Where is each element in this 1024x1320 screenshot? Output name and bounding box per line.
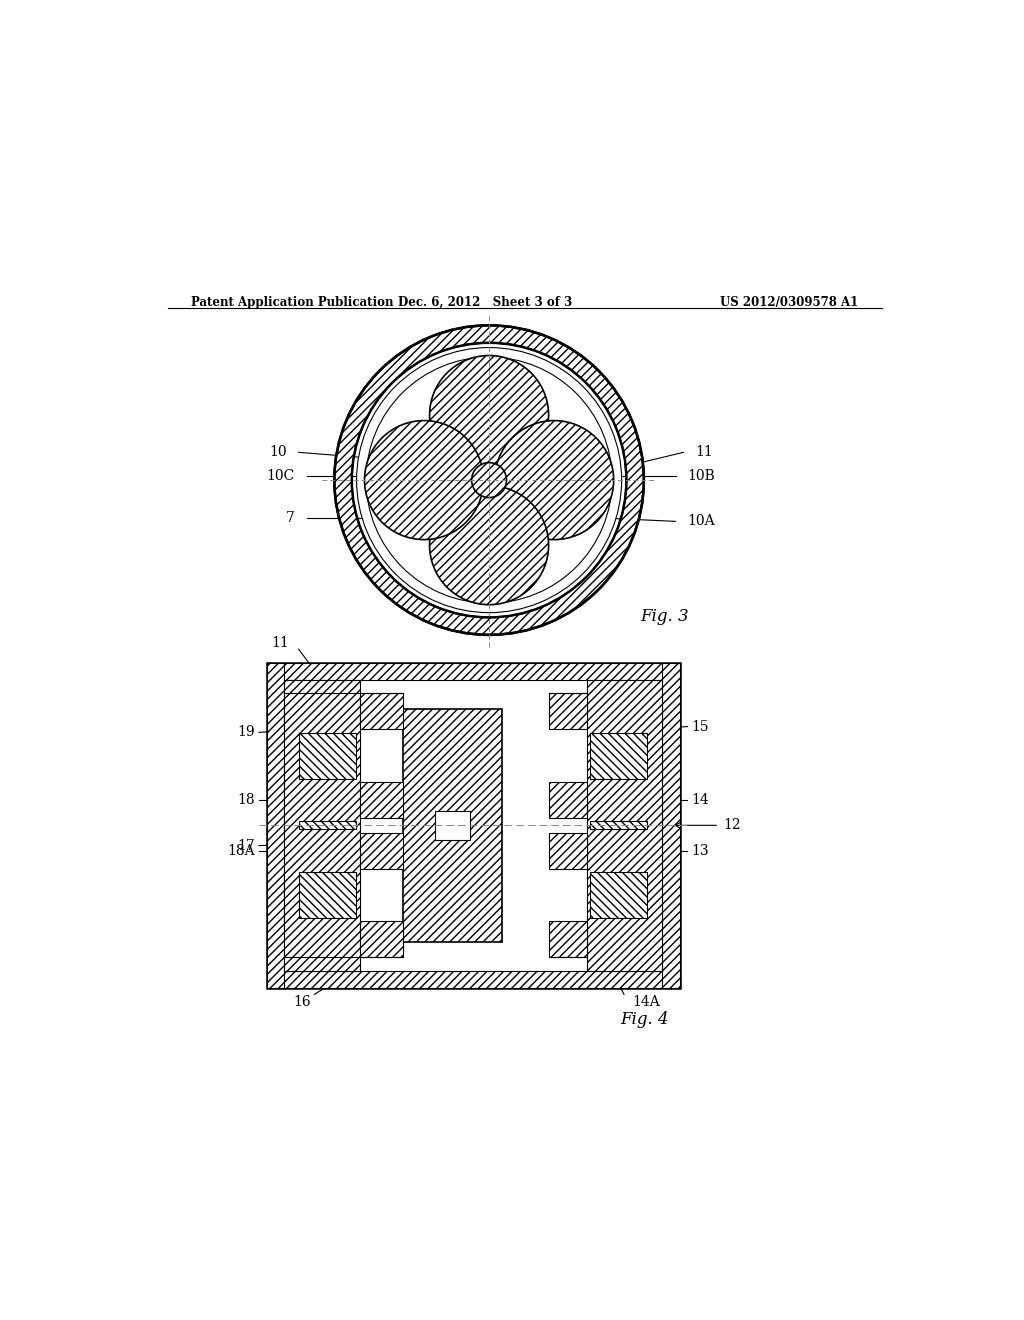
Bar (587, 680, 663, 970)
Bar (549, 833, 587, 869)
Bar (590, 873, 647, 917)
Text: 10A: 10A (687, 515, 715, 528)
Bar (359, 693, 403, 730)
Bar (299, 821, 356, 829)
Text: 14: 14 (691, 793, 710, 807)
Text: 19: 19 (238, 726, 255, 739)
Circle shape (430, 355, 549, 475)
Bar (267, 663, 680, 987)
Text: 17: 17 (238, 838, 255, 853)
Text: 7: 7 (286, 511, 295, 525)
Text: Dec. 6, 2012   Sheet 3 of 3: Dec. 6, 2012 Sheet 3 of 3 (398, 296, 572, 309)
Bar (403, 709, 502, 941)
Circle shape (367, 358, 612, 603)
Bar (267, 970, 680, 987)
Bar (549, 781, 587, 818)
Text: 10: 10 (269, 445, 287, 459)
Text: 10B: 10B (687, 469, 715, 483)
Bar (299, 733, 356, 779)
Text: 12: 12 (723, 818, 740, 833)
Text: 15: 15 (691, 719, 709, 734)
Text: 18A: 18A (227, 843, 255, 858)
Bar (267, 663, 680, 680)
Text: 16: 16 (293, 995, 310, 1010)
Circle shape (430, 486, 549, 605)
Circle shape (472, 462, 507, 498)
Text: 10C: 10C (266, 469, 295, 483)
Text: 18: 18 (238, 793, 255, 807)
Text: 14A: 14A (632, 995, 659, 1010)
Text: Fig. 3: Fig. 3 (640, 609, 688, 626)
Bar (590, 821, 647, 829)
Bar (590, 733, 647, 779)
Text: Fig. 4: Fig. 4 (620, 1011, 669, 1028)
Wedge shape (334, 325, 644, 635)
Bar (359, 781, 403, 818)
Text: 11: 11 (695, 445, 713, 459)
Text: 13: 13 (691, 843, 709, 858)
Circle shape (365, 421, 483, 540)
Bar (359, 833, 403, 869)
Text: US 2012/0309578 A1: US 2012/0309578 A1 (720, 296, 858, 309)
Bar (549, 693, 587, 730)
Bar (359, 921, 403, 957)
Bar (435, 810, 470, 840)
Bar (299, 873, 356, 917)
Text: Patent Application Publication: Patent Application Publication (191, 296, 394, 309)
Text: 11: 11 (271, 636, 289, 649)
Bar (285, 680, 359, 970)
Circle shape (495, 421, 613, 540)
Bar (267, 663, 285, 987)
Bar (663, 663, 680, 987)
Circle shape (356, 347, 622, 612)
Bar (549, 921, 587, 957)
